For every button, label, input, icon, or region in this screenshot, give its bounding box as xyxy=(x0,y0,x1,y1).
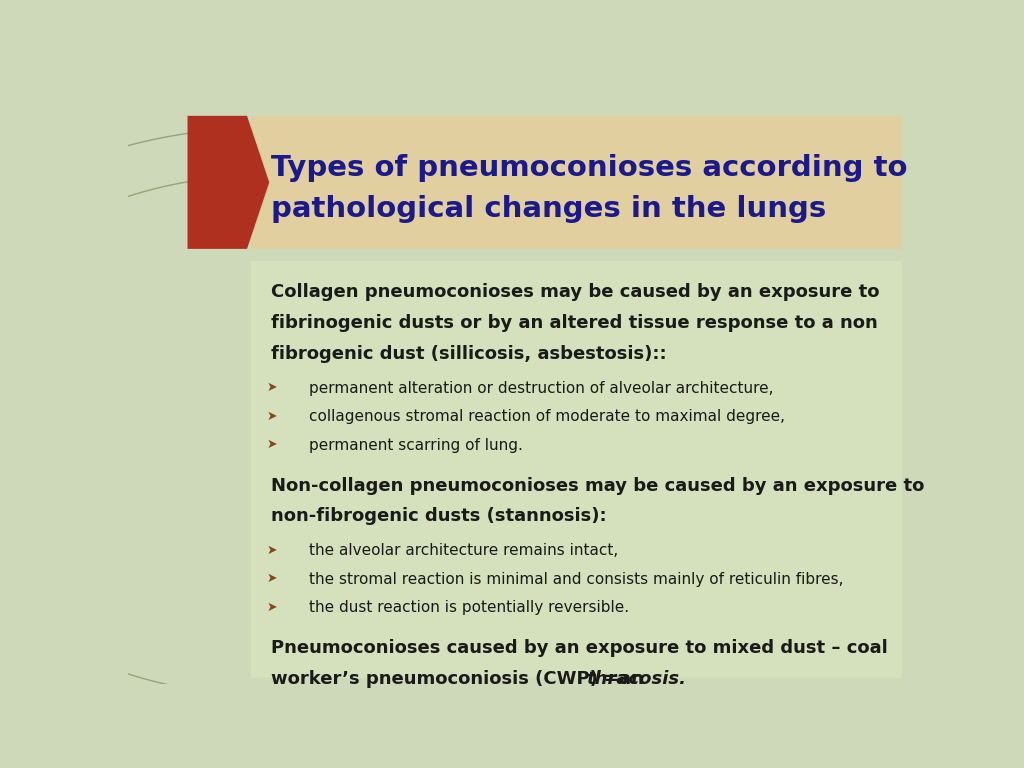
Bar xyxy=(251,116,902,249)
Bar xyxy=(251,260,902,677)
Text: Collagen pneumoconioses may be caused by an exposure to: Collagen pneumoconioses may be caused by… xyxy=(270,283,880,301)
Text: ➤: ➤ xyxy=(267,601,278,614)
Polygon shape xyxy=(187,116,269,249)
Text: pathological changes in the lungs: pathological changes in the lungs xyxy=(270,195,826,223)
Text: the dust reaction is potentially reversible.: the dust reaction is potentially reversi… xyxy=(309,600,629,615)
Text: ➤: ➤ xyxy=(267,572,278,585)
Text: ➤: ➤ xyxy=(267,409,278,422)
Text: Pneumoconioses caused by an exposure to mixed dust – coal: Pneumoconioses caused by an exposure to … xyxy=(270,639,888,657)
Text: fibrogenic dust (sillicosis, asbestosis)::: fibrogenic dust (sillicosis, asbestosis)… xyxy=(270,345,667,362)
Text: permanent alteration or destruction of alveolar architecture,: permanent alteration or destruction of a… xyxy=(309,381,773,396)
Text: collagenous stromal reaction of moderate to maximal degree,: collagenous stromal reaction of moderate… xyxy=(309,409,785,424)
Text: Types of pneumoconioses according to: Types of pneumoconioses according to xyxy=(270,154,907,181)
Text: the stromal reaction is minimal and consists mainly of reticulin fibres,: the stromal reaction is minimal and cons… xyxy=(309,571,844,587)
Text: ➤: ➤ xyxy=(267,438,278,451)
Text: permanent scarring of lung.: permanent scarring of lung. xyxy=(309,438,523,452)
Text: fibrinogenic dusts or by an altered tissue response to a non: fibrinogenic dusts or by an altered tiss… xyxy=(270,314,878,332)
Text: ➤: ➤ xyxy=(267,544,278,557)
Text: thracosis.: thracosis. xyxy=(587,670,687,688)
Text: Non-collagen pneumoconioses may be caused by an exposure to: Non-collagen pneumoconioses may be cause… xyxy=(270,477,925,495)
Text: the alveolar architecture remains intact,: the alveolar architecture remains intact… xyxy=(309,544,618,558)
Text: worker’s pneumoconiosis (CWP) =an: worker’s pneumoconiosis (CWP) =an xyxy=(270,670,644,688)
Text: non-fibrogenic dusts (stannosis):: non-fibrogenic dusts (stannosis): xyxy=(270,508,606,525)
Text: ➤: ➤ xyxy=(267,382,278,394)
